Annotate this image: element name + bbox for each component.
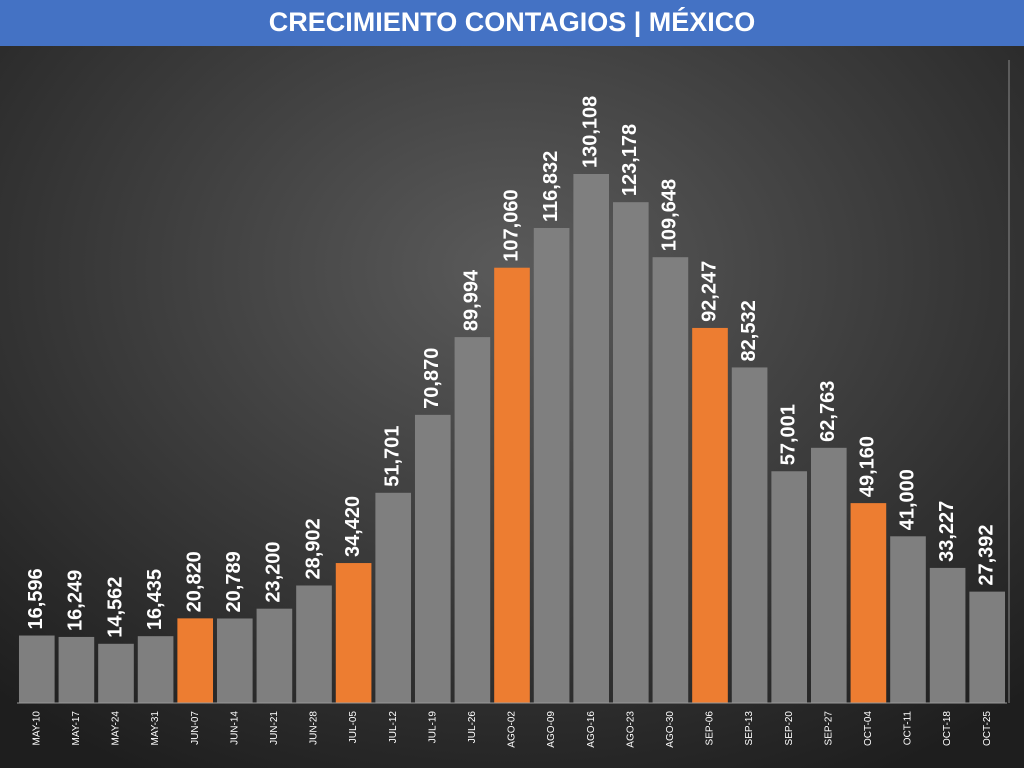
x-tick-label: AGO-16 [586, 711, 597, 748]
x-tick-label: JUN-28 [309, 711, 320, 745]
bar [335, 563, 372, 703]
bar [573, 174, 610, 703]
x-tick-label: AGO-23 [625, 711, 636, 748]
value-label: 116,832 [540, 151, 562, 222]
value-label: 16,249 [65, 570, 87, 631]
bar [296, 585, 332, 703]
x-tick-label: MAY-17 [71, 711, 82, 746]
bar [58, 636, 95, 703]
bar [929, 567, 966, 703]
bar [969, 591, 1006, 703]
x-tick-label: MAY-31 [150, 711, 161, 746]
value-label: 123,178 [619, 124, 641, 196]
value-label: 33,227 [936, 501, 958, 562]
value-label: 70,870 [421, 348, 443, 409]
bar [890, 536, 926, 703]
x-tick-label: SEP-06 [705, 711, 716, 746]
value-label: 107,060 [500, 189, 522, 261]
bar [216, 618, 253, 703]
x-tick-label: OCT-04 [863, 711, 874, 746]
value-label: 89,994 [461, 269, 483, 331]
bar [454, 337, 491, 703]
x-tick-label: JUN-14 [229, 711, 240, 745]
value-label: 27,392 [975, 524, 997, 585]
title-bar [0, 0, 1024, 46]
x-tick-label: OCT-11 [903, 711, 914, 746]
bar [494, 267, 530, 703]
x-tick-label: AGO-09 [546, 711, 557, 748]
x-tick-label: JUL-26 [467, 711, 478, 744]
x-tick-label: SEP-13 [744, 711, 755, 746]
x-tick-label: OCT-25 [982, 711, 993, 746]
value-label: 130,108 [579, 96, 601, 168]
x-tick-label: MAY-24 [111, 711, 122, 746]
x-tick-label: AGO-30 [665, 711, 676, 748]
value-label: 62,763 [817, 381, 839, 442]
value-label: 23,200 [263, 542, 285, 603]
chart-title: CRECIMIENTO CONTAGIOS | MÉXICO [269, 6, 756, 37]
x-tick-label: SEP-20 [784, 711, 795, 746]
bar [652, 257, 689, 703]
value-label: 41,000 [896, 469, 918, 530]
bar [256, 608, 293, 703]
value-label: 109,648 [659, 179, 681, 251]
x-tick-label: JUL-05 [348, 711, 359, 744]
x-tick-label: AGO-02 [507, 711, 518, 748]
bar [137, 636, 174, 703]
bar [18, 635, 55, 703]
bar [692, 327, 728, 703]
value-label: 82,532 [738, 300, 760, 361]
value-label: 92,247 [698, 261, 720, 322]
value-label: 20,789 [223, 551, 245, 612]
value-label: 49,160 [857, 436, 879, 497]
value-label: 14,562 [104, 577, 126, 638]
value-label: 57,001 [777, 404, 799, 465]
x-tick-label: SEP-27 [823, 711, 834, 746]
x-tick-label: JUN-07 [190, 711, 201, 745]
x-tick-label: JUL-19 [427, 711, 438, 744]
bar [414, 414, 451, 703]
x-tick-label: OCT-18 [942, 711, 953, 746]
bar [731, 367, 768, 703]
bar [533, 227, 570, 703]
bar [771, 471, 808, 703]
bar [612, 202, 649, 703]
bar [375, 492, 412, 703]
x-tick-label: MAY-10 [31, 711, 42, 746]
value-label: 16,435 [144, 569, 166, 630]
x-tick-label: JUL-12 [388, 711, 399, 744]
value-label: 28,902 [302, 518, 324, 579]
value-label: 34,420 [342, 496, 364, 557]
x-tick-label: JUN-21 [269, 711, 280, 745]
value-label: 51,701 [381, 426, 403, 487]
value-label: 16,596 [25, 568, 47, 629]
bar [850, 503, 887, 703]
value-label: 20,820 [183, 551, 205, 612]
bar [810, 447, 847, 703]
bar [98, 643, 134, 703]
bar [177, 618, 214, 703]
